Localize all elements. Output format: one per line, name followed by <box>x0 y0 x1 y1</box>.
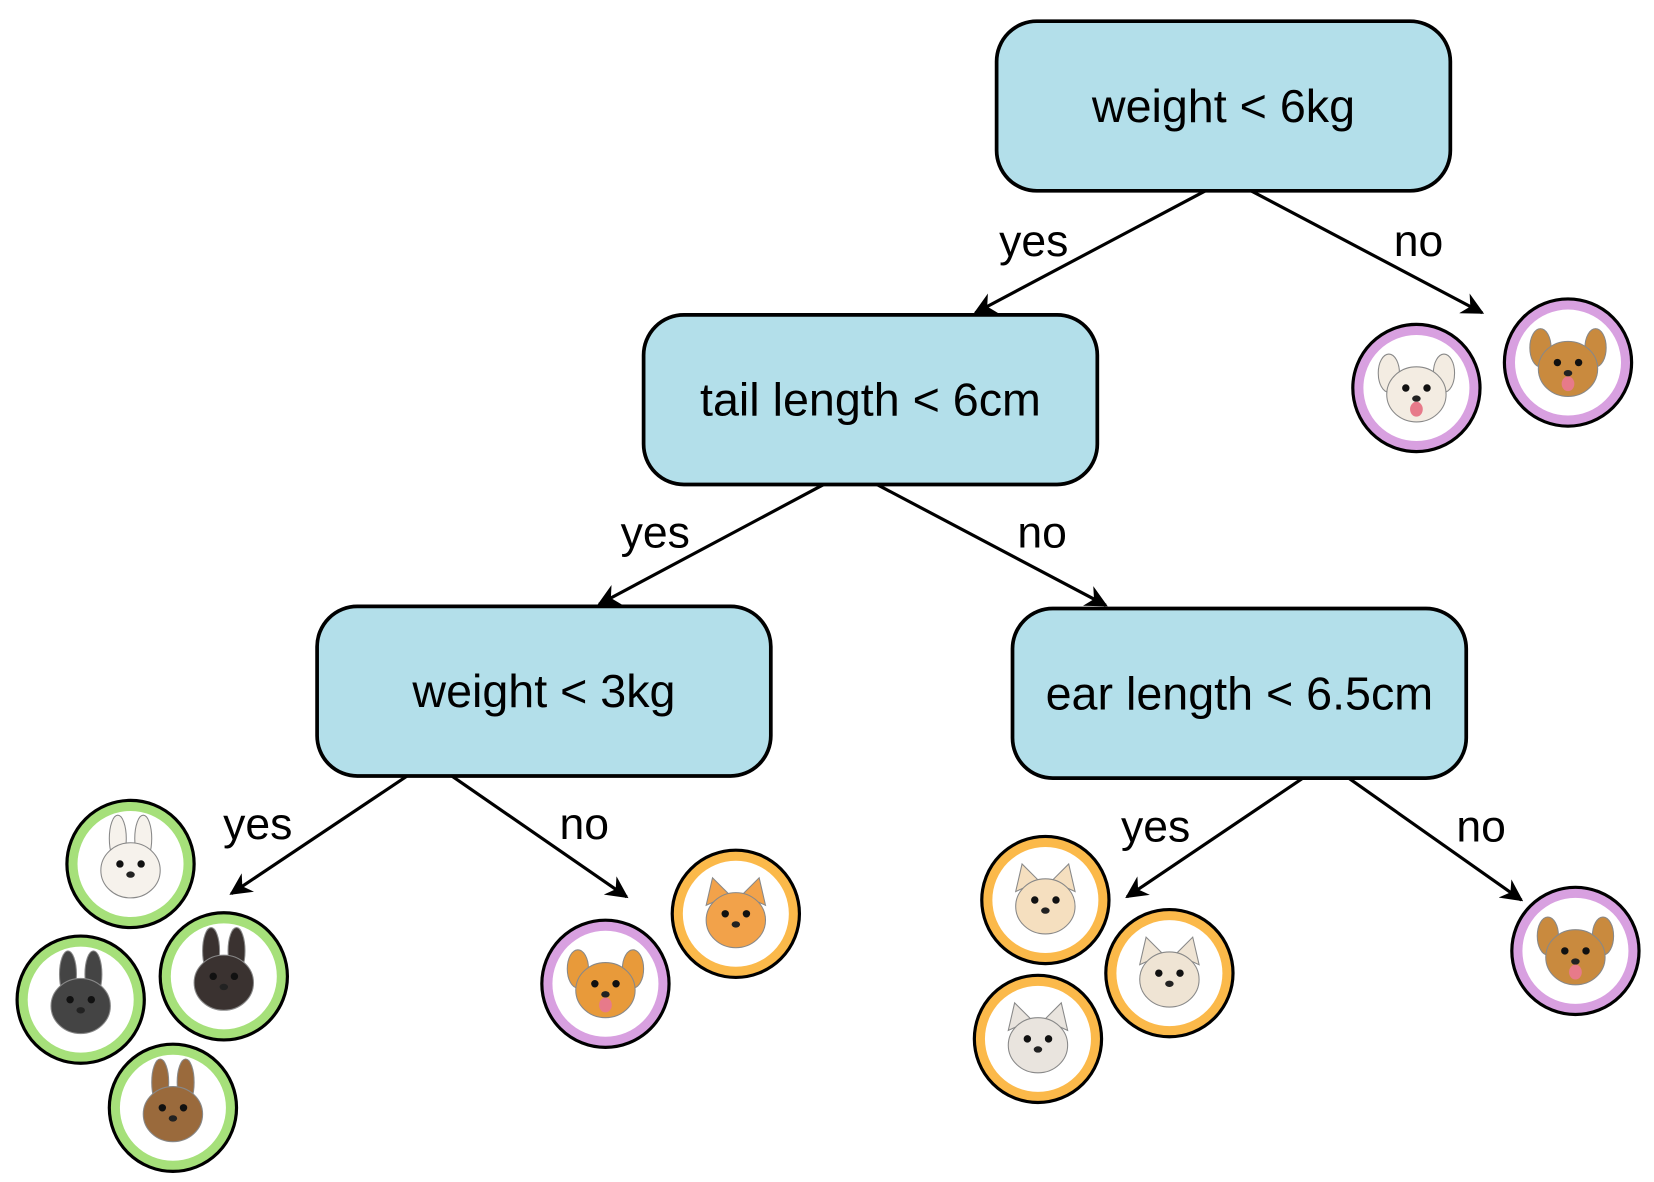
siamese-cat-icon <box>1104 907 1235 1039</box>
node-box <box>994 19 1453 193</box>
black-lop-rabbit-icon <box>158 911 290 1042</box>
corgi-icon <box>540 918 671 1049</box>
node-box <box>315 604 773 778</box>
edge-arrow-root-yes <box>973 189 1207 315</box>
node-label: weight < 3kg <box>411 665 675 717</box>
fluffy-cream-cat-icon <box>980 834 1111 966</box>
edge-arrow-n4-yes <box>1125 776 1304 899</box>
decision-node-n4: ear length < 6.5cm <box>1010 606 1469 780</box>
edge-arrow-n4-no <box>1347 776 1524 902</box>
decision-node-n2: tail length < 6cm <box>641 312 1100 487</box>
node-label: weight < 6kg <box>1091 80 1355 132</box>
dutch-rabbit-icon <box>15 934 146 1065</box>
edge-label-yes: yes <box>1121 802 1190 851</box>
poodle-icon <box>1351 322 1482 454</box>
decision-node-root: weight < 6kg <box>994 19 1453 193</box>
ragdoll-cat-icon <box>972 973 1104 1105</box>
edge-arrow-n3-yes <box>229 774 409 895</box>
edge-arrow-n2-no <box>876 483 1108 607</box>
node-label: ear length < 6.5cm <box>1046 667 1433 719</box>
edge-label-no: no <box>1456 802 1506 851</box>
white-rabbit-icon <box>65 798 196 930</box>
yorkie-icon <box>1510 885 1641 1017</box>
node-box <box>641 312 1100 487</box>
german-shepherd-icon <box>1502 297 1634 428</box>
decision-node-n3: weight < 3kg <box>315 604 773 778</box>
edge-arrow-n2-yes <box>597 483 825 606</box>
node-label: tail length < 6cm <box>700 374 1041 426</box>
edge-arrow-n3-no <box>450 774 629 899</box>
edge-label-yes: yes <box>621 509 690 558</box>
edge-arrow-root-no <box>1250 189 1485 315</box>
edge-label-no: no <box>1017 509 1067 558</box>
scottish-fold-cat-icon <box>670 848 802 979</box>
brown-rabbit-icon <box>107 1042 239 1173</box>
edge-label-no: no <box>1394 217 1444 266</box>
node-box <box>1010 606 1469 780</box>
edge-label-no: no <box>559 800 609 849</box>
edge-label-yes: yes <box>999 217 1068 266</box>
edge-label-yes: yes <box>223 800 292 849</box>
